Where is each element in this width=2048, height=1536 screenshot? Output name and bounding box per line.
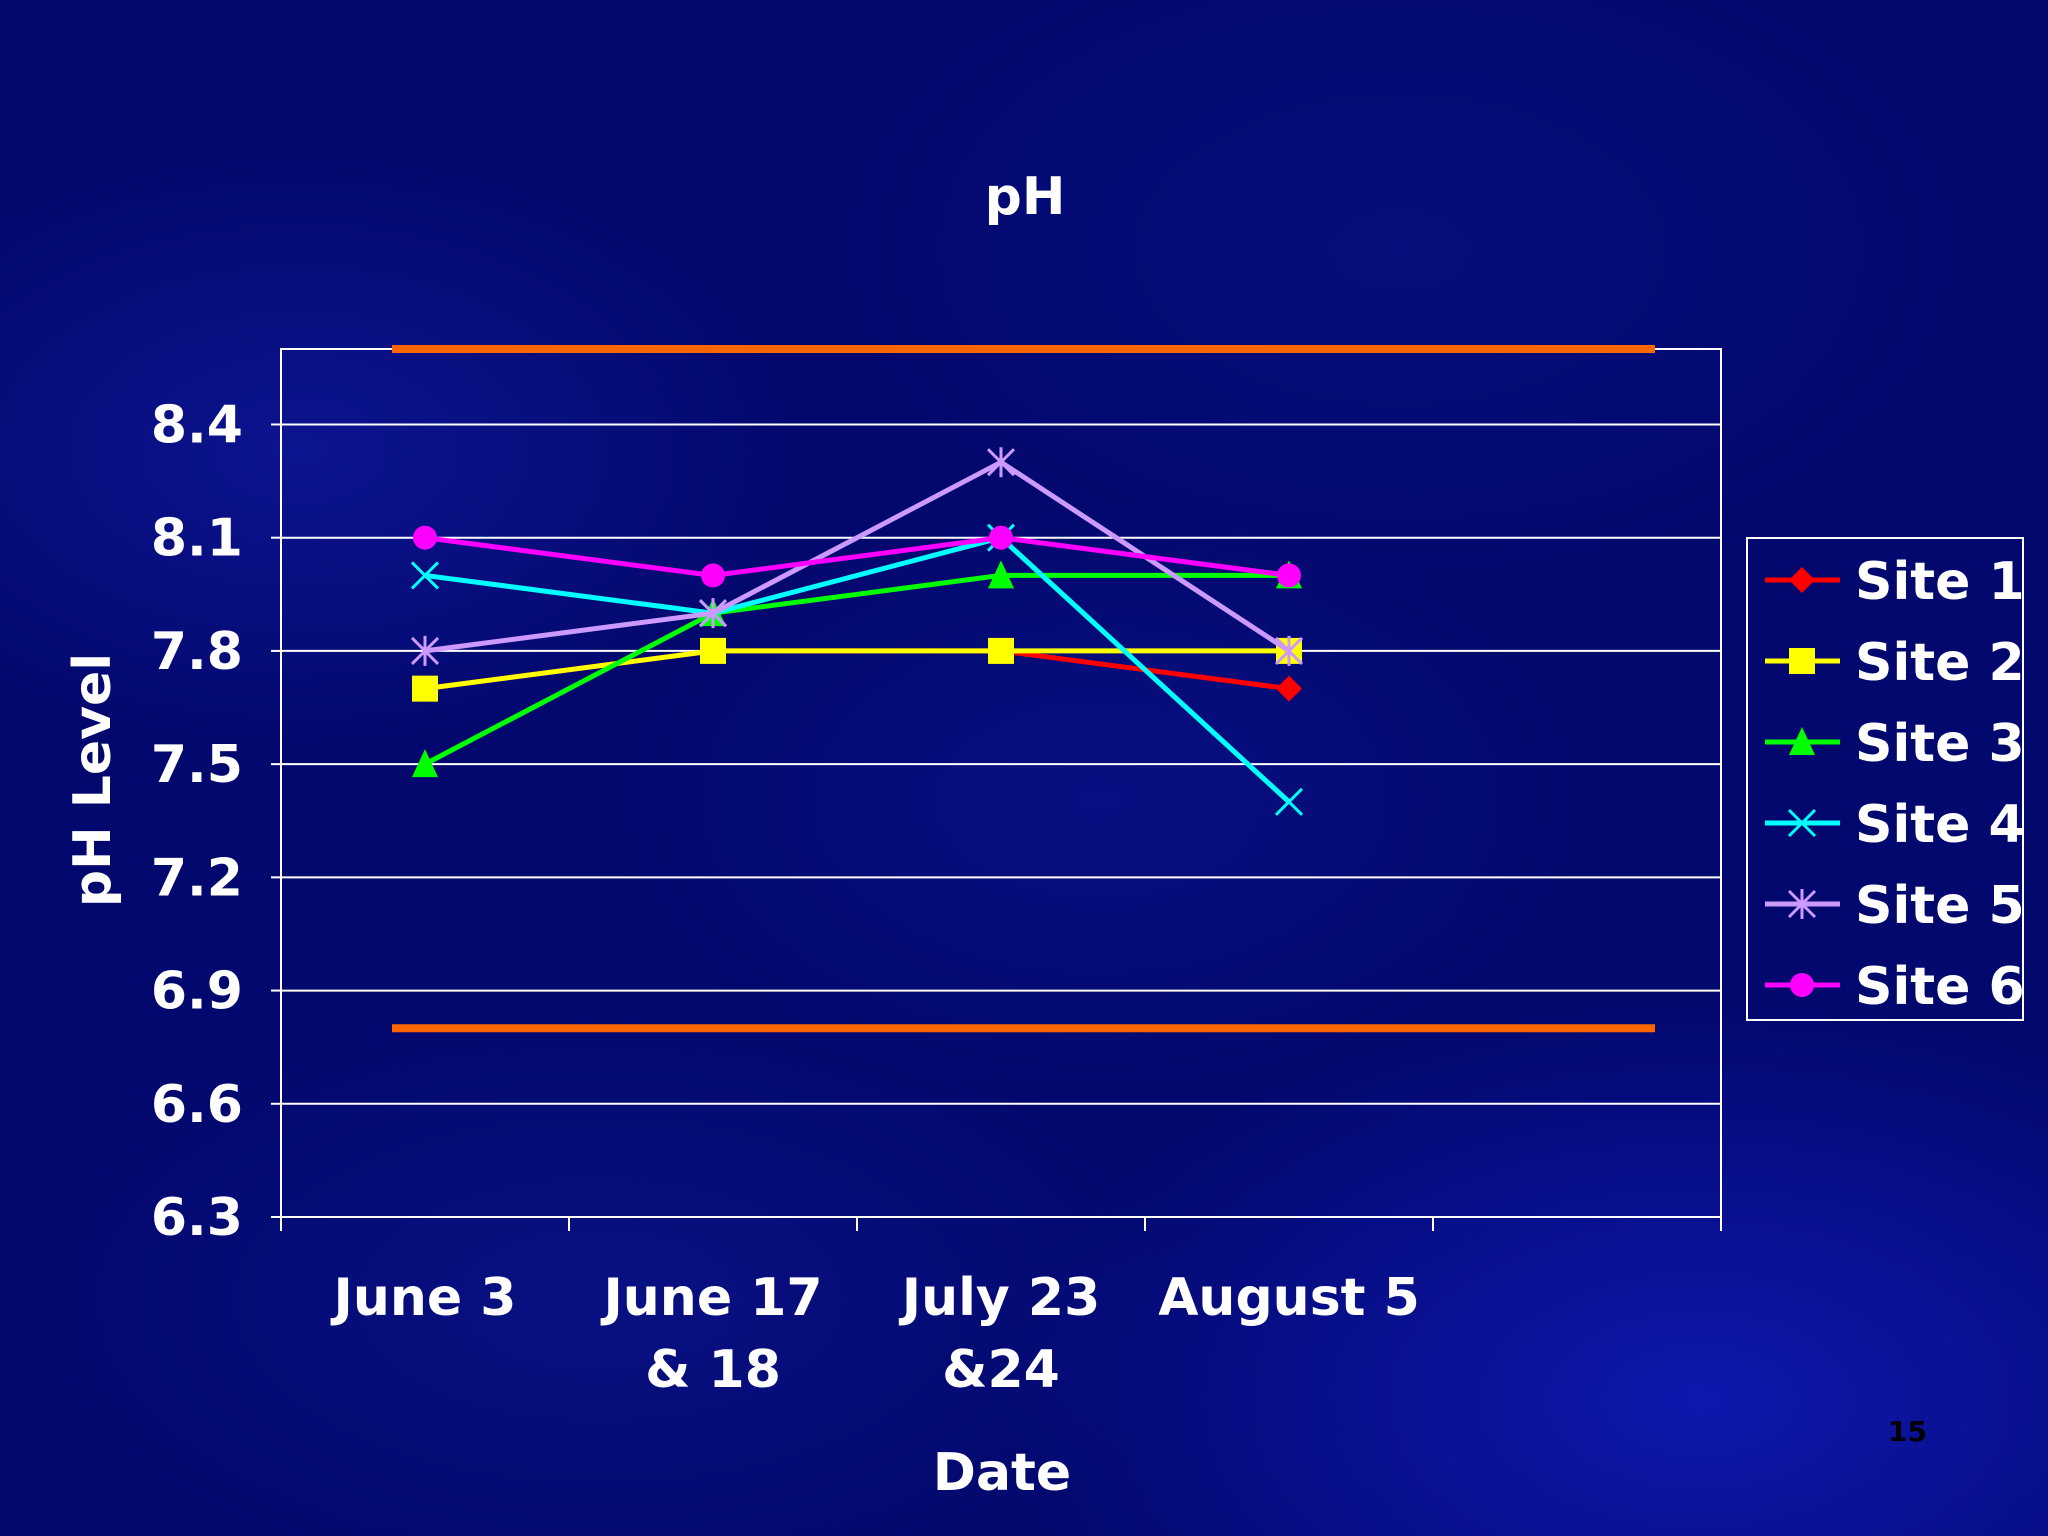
legend: Site 1 Site 2 Site 3 Site 4 Site 5 Site 6 xyxy=(1746,537,2025,1021)
x-tick-label: &24 xyxy=(942,1340,1060,1400)
legend-label: Site 1 xyxy=(1855,552,2025,612)
x-tick-label: June 17 xyxy=(600,1268,822,1328)
plot-area xyxy=(280,348,1722,1218)
marker-star xyxy=(1274,635,1304,666)
marker-triangle xyxy=(988,560,1014,589)
y-tick-label: 6.3 xyxy=(151,1188,243,1248)
series-line xyxy=(424,535,1290,578)
marker-square xyxy=(1789,648,1815,674)
marker-x xyxy=(1274,787,1304,816)
legend-label: Site 5 xyxy=(1855,876,2025,936)
marker-square xyxy=(988,637,1014,664)
marker-triangle xyxy=(1789,727,1815,755)
marker-diamond xyxy=(1276,675,1302,702)
y-tick-label: 7.8 xyxy=(151,622,243,682)
x-tick-label: June 3 xyxy=(331,1268,517,1328)
marker-circle xyxy=(701,563,725,588)
y-tick-label: 8.4 xyxy=(151,395,243,455)
y-tick-label: 7.5 xyxy=(151,735,243,795)
marker-diamond xyxy=(1789,567,1815,593)
y-tick-label: 7.2 xyxy=(151,848,243,908)
legend-label: Site 6 xyxy=(1855,957,2025,1017)
marker-square xyxy=(700,637,726,664)
x-tick-label: & 18 xyxy=(645,1340,781,1400)
chart-title: pH xyxy=(985,167,1066,227)
series-line xyxy=(424,648,1289,692)
y-tick-label: 6.6 xyxy=(151,1075,243,1135)
series-6 xyxy=(413,525,1301,588)
marker-star xyxy=(410,635,440,666)
legend-label: Site 2 xyxy=(1855,633,2025,693)
marker-circle xyxy=(413,525,437,550)
marker-triangle xyxy=(412,749,438,778)
marker-star xyxy=(698,598,728,629)
marker-star xyxy=(1787,889,1817,919)
marker-star xyxy=(986,447,1016,478)
series-line xyxy=(424,534,1291,804)
slide-number: 15 xyxy=(1888,1415,1927,1448)
y-tick-label: 6.9 xyxy=(151,962,243,1022)
marker-x xyxy=(410,561,440,590)
series-line xyxy=(423,572,1289,767)
marker-circle xyxy=(1277,563,1301,588)
y-tick-label: 8.1 xyxy=(151,509,243,569)
legend-label: Site 3 xyxy=(1855,714,2025,774)
series-4 xyxy=(410,523,1304,816)
marker-x xyxy=(1787,808,1817,838)
x-axis-label: Date xyxy=(933,1443,1071,1503)
legend-label: Site 4 xyxy=(1855,795,2025,855)
marker-square xyxy=(412,675,438,702)
x-tick-label: July 23 xyxy=(899,1268,1101,1328)
y-axis-label: pH Level xyxy=(63,653,123,907)
marker-circle xyxy=(1790,973,1814,997)
marker-circle xyxy=(989,525,1013,550)
legend-box xyxy=(1746,537,2024,1021)
x-tick-label: August 5 xyxy=(1158,1268,1420,1328)
